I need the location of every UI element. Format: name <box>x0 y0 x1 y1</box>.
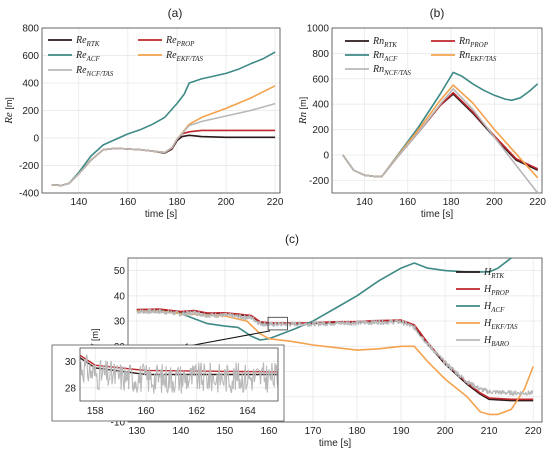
panel-letter-c: (c) <box>285 232 299 246</box>
inset-series-baro <box>80 354 278 395</box>
x-tick-label: 140 <box>70 197 87 208</box>
y-tick-label: 800 <box>312 49 329 60</box>
y-tick-label: 600 <box>312 74 329 85</box>
x-tick-label: 210 <box>481 426 498 437</box>
x-axis-label: time [s] <box>319 438 351 449</box>
legend-entry: ReNCF/TAS <box>75 65 114 78</box>
y-axis-label: Re [m] <box>3 97 15 125</box>
x-axis-label: time [s] <box>145 209 177 220</box>
y-tick-label: 40 <box>114 291 126 302</box>
x-tick-label: 190 <box>393 426 410 437</box>
legend-entry: HACF <box>483 301 505 314</box>
x-tick-label: 180 <box>169 197 186 208</box>
x-tick-label: 160 <box>120 197 137 208</box>
x-tick-label: 170 <box>305 426 322 437</box>
y-tick-label: 30 <box>114 317 126 328</box>
y-tick-label: 0 <box>323 150 329 161</box>
plot-frame <box>41 27 281 194</box>
legend-entry: HBARO <box>483 335 509 348</box>
legend-entry: RePROP <box>165 35 195 48</box>
zoom-box <box>267 316 288 331</box>
x-tick-label: 200 <box>218 197 235 208</box>
legend-entry: RnNCF/TAS <box>372 64 411 77</box>
series-line-acf <box>51 51 276 187</box>
x-tick-label: 150 <box>217 426 234 437</box>
legend-entry: ReACF <box>75 50 100 63</box>
y-tick-label: 400 <box>22 79 39 90</box>
y-tick-label: 600 <box>22 51 39 62</box>
legend-entry: ReEKF/TAS <box>165 50 203 63</box>
series-line-acf <box>136 258 513 341</box>
y-tick-label: -10 <box>111 418 126 429</box>
inset-x-tick-label: 164 <box>239 406 256 417</box>
legend-entry: HEKF/TAS <box>483 318 518 331</box>
x-tick-label: 160 <box>261 426 278 437</box>
legend-entry: RnPROP <box>458 36 489 49</box>
y-tick-label: 200 <box>22 106 39 117</box>
y-tick-label: 50 <box>114 266 126 277</box>
plot-frame <box>127 257 543 423</box>
series-line-prop <box>51 129 276 187</box>
x-tick-label: 200 <box>486 197 503 208</box>
legend-entry: RnEKF/TAS <box>458 50 497 63</box>
chart-c: 130140150160170180190200210220-100102030… <box>51 257 543 449</box>
y-axis-label: Rn [m] <box>297 97 309 125</box>
y-tick-label: -200 <box>309 176 329 187</box>
series-line-ncf-tas <box>51 102 276 187</box>
legend-entry: HRTK <box>483 267 504 280</box>
x-axis-label: time [s] <box>421 209 453 220</box>
series-group <box>136 258 534 416</box>
y-tick-label: 1000 <box>307 24 330 35</box>
y-tick-label: 800 <box>22 24 39 35</box>
y-tick-label: 200 <box>312 125 329 136</box>
panel-letter-a: (a) <box>168 6 183 20</box>
series-line-rtk <box>51 134 276 187</box>
inset-frame <box>79 347 279 402</box>
x-tick-label: 220 <box>525 426 542 437</box>
legend-entry: RnACF <box>372 50 398 63</box>
y-tick-label: -200 <box>19 161 39 172</box>
x-tick-label: 140 <box>356 197 373 208</box>
inset-y-tick-label: 30 <box>65 357 77 368</box>
series-line-baro <box>136 308 534 396</box>
series-group <box>342 71 539 193</box>
x-tick-label: 180 <box>349 426 366 437</box>
inset-x-tick-label: 162 <box>188 406 205 417</box>
inset-y-tick-label: 28 <box>65 383 77 394</box>
inset-x-tick-label: 160 <box>138 406 155 417</box>
x-tick-label: 220 <box>267 197 284 208</box>
legend-entry: RnRTK <box>372 36 397 49</box>
series-line-ekf-tas <box>51 85 276 187</box>
y-tick-label: 400 <box>312 100 329 111</box>
legend-entry: HPROP <box>483 284 510 297</box>
x-tick-label: 130 <box>128 426 145 437</box>
x-tick-label: 160 <box>399 197 416 208</box>
zoom-arrow <box>182 330 271 350</box>
series-group <box>51 51 276 187</box>
x-tick-label: 180 <box>443 197 460 208</box>
y-tick-label: -400 <box>19 189 39 200</box>
chart-a: 140 160 180 200 220 -400 -200 0 200 400 600 800 time… <box>3 24 284 221</box>
x-tick-label: 200 <box>437 426 454 437</box>
panel-letter-b: (b) <box>430 6 445 20</box>
inset-series-group <box>80 354 278 395</box>
plot-frame <box>331 27 543 194</box>
x-tick-label: 140 <box>173 426 190 437</box>
series-line-acf <box>342 71 539 178</box>
legend-entry: ReRTK <box>75 35 100 48</box>
inset-x-tick-label: 158 <box>87 406 104 417</box>
series-line-ncf-tas <box>342 88 539 193</box>
y-tick-label: 0 <box>33 134 39 145</box>
chart-b: 140 160 180 200 220 -200 0 200 400 600 800 1000 time… <box>297 24 546 221</box>
x-tick-label: 220 <box>529 197 546 208</box>
